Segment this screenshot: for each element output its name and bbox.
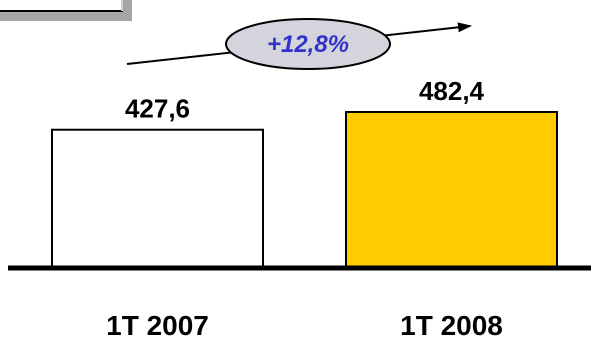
- bar-value-label: 482,4: [419, 76, 485, 106]
- bar-1t-2007: [51, 128, 264, 269]
- category-label: 1T 2008: [400, 310, 503, 337]
- category-label: 1T 2007: [106, 310, 209, 337]
- bar-value-label: 427,6: [125, 94, 190, 124]
- partial-frame-decoration: [0, 0, 132, 21]
- bar-1t-2008: [345, 111, 558, 269]
- growth-badge: +12,8%: [225, 18, 391, 70]
- bars-group: 427,6 1T 2007 482,4 1T 2008: [51, 76, 558, 337]
- growth-percentage-label: +12,8%: [267, 31, 349, 58]
